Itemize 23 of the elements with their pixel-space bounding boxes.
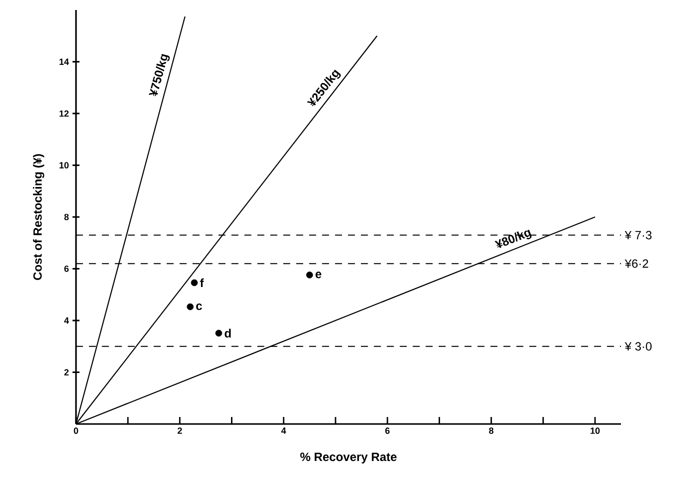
ref-line-label: ¥ 3·0 (624, 342, 652, 351)
y-axis-title: Cost of Restocking (¥) (33, 154, 44, 280)
x-tick-label: 2 (178, 428, 182, 434)
annotation: d (224, 328, 231, 338)
text: ¥80/kg (494, 230, 532, 248)
y-tick-label: 4 (64, 317, 69, 324)
x-tick-label: 4 (281, 428, 286, 434)
ref-line-label: ¥ 7·3 (624, 230, 652, 240)
annotation: f (200, 278, 204, 288)
x-tick-label: 10 (590, 428, 600, 434)
x-tick-label: 6 (385, 428, 390, 434)
y-tick-label: 10 (60, 162, 69, 168)
x-tick-label: 8 (489, 428, 494, 434)
x-tick-label: 0 (74, 428, 78, 434)
y-tick-label: 2 (64, 369, 69, 376)
x-axis-title: % Recovery Rate (300, 452, 397, 464)
y-tick-label: 12 (60, 110, 69, 117)
y-tick-label: 6 (64, 266, 69, 272)
y-tick-label: 14 (60, 58, 69, 65)
y-tick-label: 8 (64, 214, 69, 220)
annotation: e (316, 272, 322, 278)
ref-line-label: ¥6·2 (624, 259, 648, 268)
annotation: c (196, 304, 202, 310)
